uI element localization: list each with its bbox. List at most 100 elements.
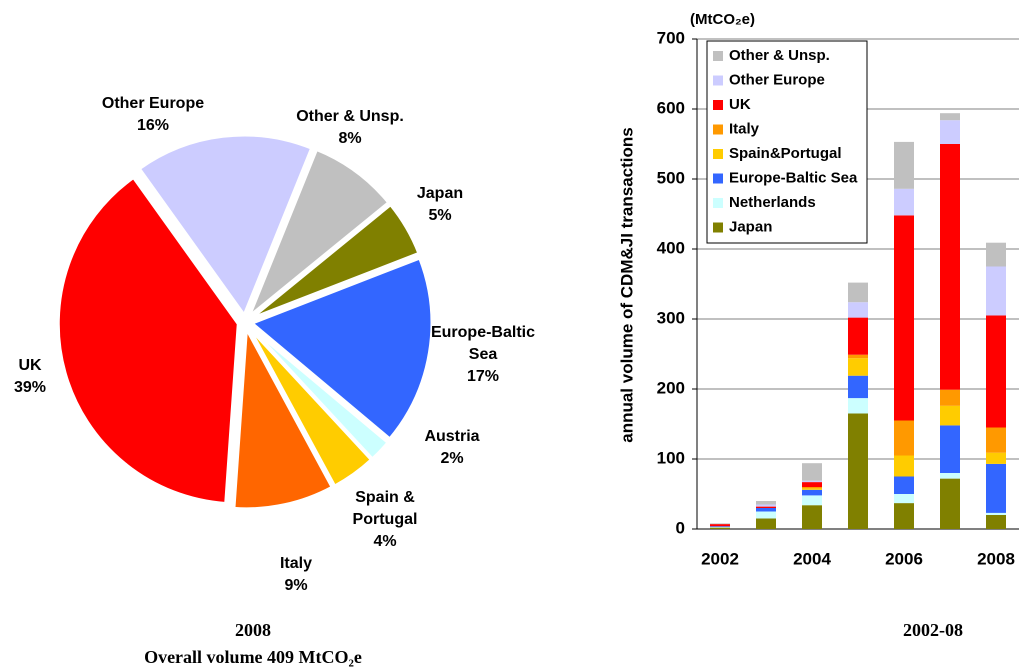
bar-segment [986, 452, 1006, 464]
legend-swatch [713, 124, 723, 135]
bar-segment [710, 526, 730, 527]
pie-slice [248, 256, 434, 441]
y-tick-label: 100 [657, 448, 685, 467]
bar-segment [894, 420, 914, 456]
y-axis-title: annual volume of CDM&JI transactions [617, 127, 636, 443]
bar-segment [894, 188, 914, 216]
bar-segment [940, 389, 960, 406]
legend-label: Italy [729, 120, 760, 137]
bar-segment [986, 427, 1006, 453]
legend-label: UK [729, 96, 751, 113]
bar-segment [756, 501, 776, 505]
bar-segment [940, 478, 960, 529]
legend-box [706, 40, 868, 244]
legend-label: Japan [729, 218, 772, 235]
bar-segment [894, 503, 914, 529]
bar-segment [710, 526, 730, 528]
pie-label: Austria 2% [407, 426, 497, 470]
bar-segment [940, 144, 960, 390]
slice-name: Italy [279, 555, 312, 572]
pie-label: Other & Unsp. 8% [280, 106, 420, 150]
bar-segment [848, 354, 868, 359]
bar-segment [802, 480, 822, 483]
y-tick-label: 200 [657, 378, 685, 397]
pie-label: UK 39% [0, 355, 60, 399]
bar-segment [848, 282, 868, 303]
bar-segment [986, 266, 1006, 316]
pie-slice [232, 323, 335, 511]
bar-segment [986, 315, 1006, 428]
bar-segment [756, 511, 776, 519]
bar-title: 2002-08 [903, 620, 963, 640]
bar-segment [986, 515, 1006, 529]
legend-swatch [713, 222, 723, 233]
slice-value: 8% [338, 130, 362, 147]
slice-name: Japan [416, 185, 464, 202]
legend-swatch [713, 100, 723, 110]
bar-segment [940, 113, 960, 121]
bar-segment [710, 527, 730, 529]
bar-segment [848, 358, 868, 376]
legend-swatch [713, 51, 723, 61]
bar-segment [894, 455, 914, 477]
legend-label: Europe-Baltic Sea [729, 169, 858, 186]
legend-swatch [713, 149, 723, 159]
slice-name: Europe-Baltic Sea [430, 324, 535, 363]
bar-segment [940, 120, 960, 144]
y-tick-label: 0 [676, 518, 685, 537]
x-tick-label: 2002 [701, 549, 739, 568]
legend-label: Other & Unsp. [729, 47, 830, 64]
bar-segment [802, 489, 822, 496]
slice-name: Austria [424, 428, 480, 445]
bar-segment [894, 215, 914, 421]
pie-slice [137, 133, 314, 319]
y-tick-label: 500 [657, 168, 685, 187]
bar-segment [848, 398, 868, 414]
bar-segment [802, 463, 822, 481]
bar-segment [986, 512, 1006, 515]
slice-value: 16% [136, 117, 170, 134]
bar-segment [894, 494, 914, 504]
slice-name: UK [18, 357, 42, 374]
slice-value: 5% [428, 207, 452, 224]
bar-segment [848, 413, 868, 529]
bar-segment [940, 425, 960, 473]
slice-value: 39% [13, 379, 47, 396]
slice-name: Other & Unsp. [296, 108, 404, 125]
pie-label: Other Europe 16% [83, 93, 223, 137]
pie-label: Europe-Baltic Sea 17% [423, 322, 543, 388]
slice-name: Other Europe [101, 95, 205, 112]
bar-segment [986, 242, 1006, 267]
bar-segment [848, 375, 868, 399]
x-tick-label: 2004 [793, 549, 831, 568]
bar-segment [894, 476, 914, 494]
bar-segment [802, 505, 822, 529]
slice-value: 4% [373, 533, 397, 550]
bar-segment [940, 405, 960, 426]
pie-slice [250, 202, 421, 320]
pie-label: Italy 9% [256, 553, 336, 597]
pie-subtitle: Overall volume 409 MtCO₂e [144, 647, 362, 667]
pie-slice [247, 326, 374, 489]
pie-label: Japan 5% [400, 183, 480, 227]
bar-segment [986, 463, 1006, 513]
pie-label: Spain & Portugal 4% [340, 487, 430, 553]
slice-value: 9% [284, 577, 308, 594]
bar-segment [894, 141, 914, 189]
bar-segment [756, 504, 776, 507]
x-tick-label: 2006 [885, 549, 923, 568]
bar-segment [756, 518, 776, 529]
bar-segment [756, 506, 776, 508]
bar-segment [802, 487, 822, 489]
y-tick-label: 600 [657, 98, 685, 117]
legend-label: Spain&Portugal [729, 145, 842, 162]
pie-title: 2008 [235, 620, 271, 640]
legend-swatch [713, 75, 723, 86]
bar-segment [756, 508, 776, 512]
bar-segment [802, 482, 822, 487]
bar-segment [802, 488, 822, 490]
legend-swatch [713, 198, 723, 208]
x-tick-label: 2008 [977, 549, 1015, 568]
bar-segment [940, 473, 960, 479]
